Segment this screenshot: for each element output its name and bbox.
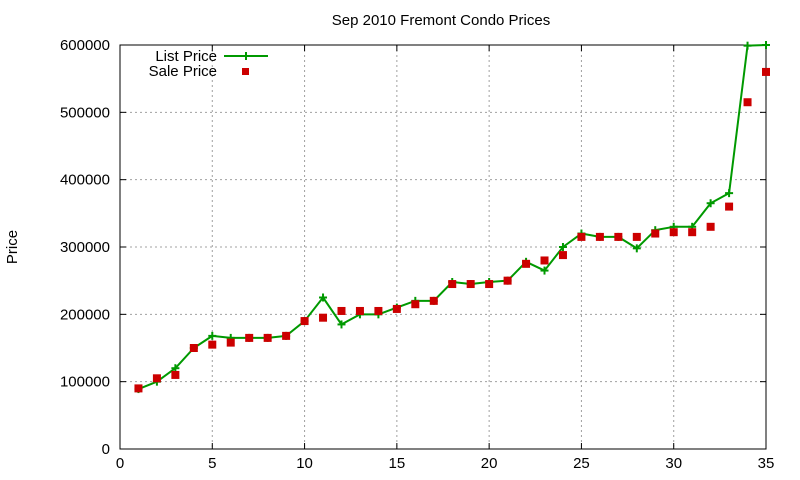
sale-price-point: [743, 98, 752, 107]
list-price-point: [706, 199, 715, 208]
sale-price-point: [651, 229, 660, 238]
y-axis-label: Price: [4, 230, 21, 264]
y-tick-label: 200000: [60, 306, 110, 323]
list-price-point: [725, 189, 734, 198]
y-tick-label: 600000: [60, 37, 110, 54]
sale-price-point: [337, 306, 346, 315]
sale-price-point: [614, 232, 623, 241]
sale-price-point: [134, 384, 143, 393]
sale-price-point: [540, 256, 549, 265]
sale-price-point: [245, 333, 254, 342]
list-price-point: [540, 266, 549, 275]
sale-price-point: [522, 259, 531, 268]
x-tick-label: 20: [481, 455, 498, 472]
list-price-point: [171, 364, 180, 373]
chart-title: Sep 2010 Fremont Condo Prices: [332, 12, 550, 29]
x-tick-labels: 0 5 10 15 20 25 30 35: [116, 455, 775, 472]
sale-price-point: [669, 228, 678, 237]
list-price-point: [632, 244, 641, 253]
y-tick-labels: 0 100000 200000 300000 400000 500000 600000: [60, 37, 110, 458]
sale-price-point: [485, 280, 494, 289]
sale-price-point: [595, 232, 604, 241]
series-layer: [134, 41, 770, 394]
sale-price-point: [466, 280, 475, 289]
list-price-point: [762, 41, 770, 49]
y-tick-label: 400000: [60, 172, 110, 189]
y-tick-label: 500000: [60, 104, 110, 121]
sale-price-point: [632, 232, 641, 241]
sale-price-point: [429, 296, 438, 305]
sale-price-point: [725, 202, 734, 211]
sale-price-point: [706, 222, 715, 231]
y-tick-label: 100000: [60, 374, 110, 391]
sale-price-point: [282, 331, 291, 340]
sale-price-point: [762, 67, 770, 76]
sale-price-point: [171, 370, 180, 379]
sale-price-point: [577, 232, 586, 241]
x-tick-label: 35: [758, 455, 775, 472]
sale-price-point: [688, 228, 697, 237]
sale-price-point: [319, 313, 328, 322]
x-tick-label: 30: [665, 455, 682, 472]
x-tick-label: 15: [389, 455, 406, 472]
y-tick-label: 0: [102, 441, 110, 458]
sale-price-point: [448, 280, 457, 289]
legend-swatch-list-price-marker: [242, 52, 250, 60]
x-tick-label: 10: [296, 455, 313, 472]
grid-lines: [120, 45, 766, 449]
sale-price-point: [300, 317, 309, 326]
sale-price-point: [374, 306, 383, 315]
legend-swatch-sale-price-marker: [242, 68, 249, 75]
x-tick-label: 0: [116, 455, 124, 472]
legend-label-sale-price: Sale Price: [149, 63, 217, 80]
y-tick-label: 300000: [60, 239, 110, 256]
x-tick-label: 25: [573, 455, 590, 472]
list-price-point: [743, 41, 752, 50]
list-price-point: [319, 293, 328, 302]
series-sale-price: [134, 67, 770, 393]
sale-price-point: [152, 374, 161, 383]
sale-price-point: [558, 251, 567, 260]
sale-price-point: [355, 306, 364, 315]
list-price-point: [558, 243, 567, 251]
legend: List Price Sale Price: [149, 48, 268, 80]
sale-price-point: [503, 276, 512, 285]
legend-label-list-price: List Price: [155, 48, 217, 65]
list-price-point: [208, 331, 217, 340]
sale-price-point: [226, 338, 235, 347]
sale-price-point: [411, 300, 420, 309]
sale-price-point: [208, 340, 217, 349]
sale-price-point: [392, 304, 401, 313]
x-tick-label: 5: [208, 455, 216, 472]
list-price-point: [337, 320, 346, 329]
sale-price-point: [263, 333, 272, 342]
sale-price-point: [189, 344, 198, 352]
